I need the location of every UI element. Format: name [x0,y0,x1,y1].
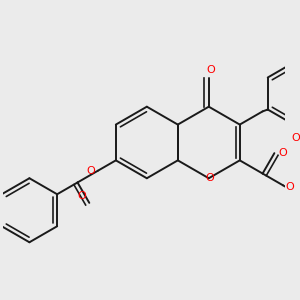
Text: O: O [78,191,86,201]
Text: O: O [206,173,214,183]
Text: O: O [206,65,215,75]
Text: O: O [278,148,287,158]
Text: O: O [86,166,95,176]
Text: O: O [291,134,300,143]
Text: O: O [286,182,295,192]
